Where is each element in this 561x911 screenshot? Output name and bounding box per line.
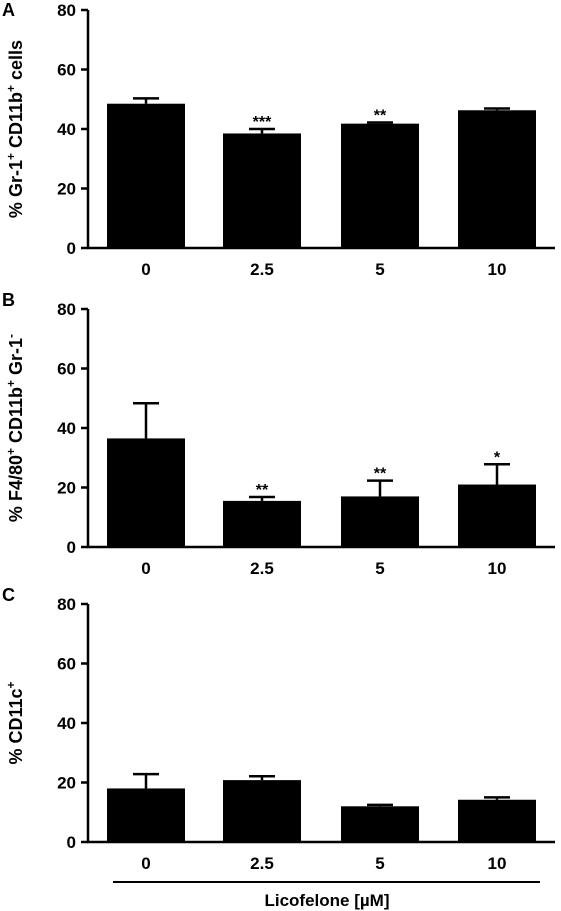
bar (223, 133, 301, 248)
x-tick-label: 2.5 (250, 854, 274, 873)
y-tick-label: 60 (57, 61, 76, 80)
bar (341, 123, 419, 248)
bar (458, 799, 536, 842)
x-axis-title: Licofelone [µM] (264, 891, 389, 910)
y-axis-title: % F4/80+ CD11b+ Gr-1- (4, 334, 26, 522)
x-tick-label: 2.5 (250, 260, 274, 279)
significance-label: ** (256, 482, 269, 499)
bar (341, 806, 419, 842)
y-axis-title: % CD11c+ (4, 681, 26, 764)
x-tick-label: 0 (141, 559, 150, 578)
y-tick-label: 40 (57, 419, 76, 438)
panel-letter: C (2, 585, 15, 605)
y-tick-label: 80 (57, 300, 76, 319)
panel-B: B 0 20 40 60 80 % F4/80+ CD11b+ Gr-1- 0 ** 2.5 ** 5… (2, 290, 555, 578)
x-tick-label: 0 (141, 854, 150, 873)
significance-label: *** (253, 114, 272, 131)
bar (223, 500, 301, 547)
bar (458, 110, 536, 248)
y-tick-label: 40 (57, 120, 76, 139)
y-tick-label: 0 (67, 239, 76, 258)
y-tick-label: 40 (57, 714, 76, 733)
y-tick-label: 60 (57, 360, 76, 379)
bar (341, 496, 419, 547)
significance-label: * (494, 449, 501, 466)
x-tick-label: 5 (375, 260, 384, 279)
significance-label: ** (374, 466, 387, 483)
panel-A: A 0 20 40 60 80 % Gr-1+ CD11b+ cells 0 *** 2.5 ** 5… (2, 0, 555, 279)
x-tick-label: 10 (488, 559, 507, 578)
y-tick-label: 20 (57, 479, 76, 498)
x-tick-label: 5 (375, 854, 384, 873)
bar (458, 484, 536, 547)
bar (107, 788, 185, 842)
x-tick-label: 5 (375, 559, 384, 578)
y-tick-label: 80 (57, 595, 76, 614)
y-axis-title: % Gr-1+ CD11b+ cells (4, 40, 26, 218)
y-tick-label: 20 (57, 180, 76, 199)
x-tick-label: 2.5 (250, 559, 274, 578)
x-tick-label: 0 (141, 260, 150, 279)
x-tick-label: 10 (488, 854, 507, 873)
panel-C: C 0 20 40 60 80 % CD11c+ 0 2.5 5 10 (2, 585, 555, 873)
y-tick-label: 0 (67, 538, 76, 557)
y-tick-label: 60 (57, 655, 76, 674)
bar (107, 103, 185, 249)
y-tick-label: 20 (57, 774, 76, 793)
bar (107, 438, 185, 547)
y-tick-label: 0 (67, 833, 76, 852)
y-tick-label: 80 (57, 1, 76, 20)
bar (223, 780, 301, 842)
panel-letter: A (2, 0, 15, 20)
panel-letter: B (2, 290, 15, 310)
x-tick-label: 10 (488, 260, 507, 279)
significance-label: ** (374, 107, 387, 124)
